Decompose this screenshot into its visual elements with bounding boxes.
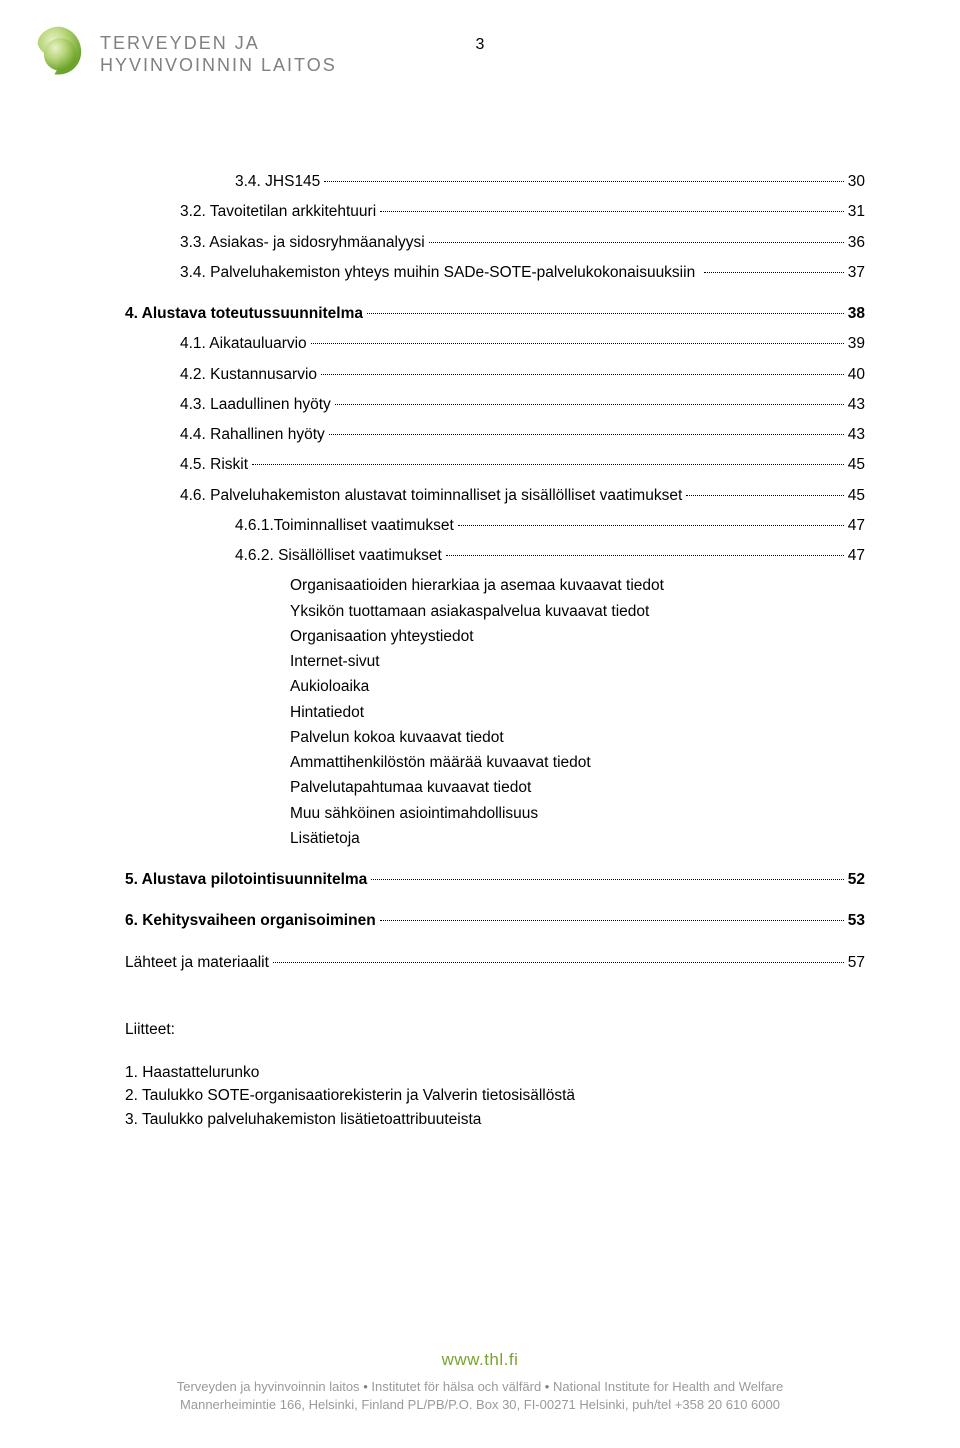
attachments-title: Liitteet: — [125, 1018, 865, 1041]
attachments-block: Liitteet: 1. Haastattelurunko2. Taulukko… — [125, 1018, 865, 1131]
toc-page: 45 — [848, 453, 865, 476]
bullet-item: Palvelutapahtumaa kuvaavat tiedot — [290, 776, 865, 799]
toc-page: 52 — [848, 868, 865, 891]
toc-page: 47 — [848, 514, 865, 537]
toc-label: 4.4. Rahallinen hyöty — [180, 423, 325, 446]
toc-page: 38 — [848, 302, 865, 325]
toc-leader — [458, 525, 844, 526]
bullet-list: Organisaatioiden hierarkiaa ja asemaa ku… — [125, 574, 865, 850]
toc-page: 43 — [848, 423, 865, 446]
toc-leader — [335, 404, 844, 405]
toc-label: 4.2. Kustannusarvio — [180, 363, 317, 386]
attachment-item: 1. Haastattelurunko — [125, 1061, 865, 1084]
toc-leader — [329, 434, 844, 435]
toc-label: 4.1. Aikatauluarvio — [180, 332, 307, 355]
page-number: 3 — [476, 36, 485, 54]
toc-label: 4.3. Laadullinen hyöty — [180, 393, 331, 416]
attachments-items: 1. Haastattelurunko2. Taulukko SOTE-orga… — [125, 1061, 865, 1131]
toc-leader — [446, 555, 844, 556]
attachment-item: 2. Taulukko SOTE-organisaatiorekisterin … — [125, 1084, 865, 1107]
bullet-item: Organisaation yhteystiedot — [290, 625, 865, 648]
toc-page: 31 — [848, 200, 865, 223]
toc-label: 4. Alustava toteutussuunnitelma — [125, 302, 363, 325]
page-header: TERVEYDEN JA HYVINVOINNIN LAITOS — [30, 28, 337, 80]
toc-leader — [311, 343, 844, 344]
bullet-item: Yksikön tuottamaan asiakaspalvelua kuvaa… — [290, 600, 865, 623]
page-content: 3.4. JHS145 30 3.2. Tavoitetilan arkkiteht… — [125, 170, 865, 1131]
toc-leader — [371, 879, 843, 880]
bullet-item: Muu sähköinen asiointimahdollisuus — [290, 802, 865, 825]
footer-line1: Terveyden ja hyvinvoinnin laitos • Insti… — [0, 1378, 960, 1396]
toc-entry: 3.4. JHS145 30 — [125, 170, 865, 193]
toc-page: 40 — [848, 363, 865, 386]
org-name: TERVEYDEN JA HYVINVOINNIN LAITOS — [100, 32, 337, 77]
toc-page: 36 — [848, 231, 865, 254]
toc-page: 39 — [848, 332, 865, 355]
toc-label: 4.6. Palveluhakemiston alustavat toiminn… — [180, 484, 682, 507]
toc-leader — [367, 313, 844, 314]
toc-entry: 4.1. Aikatauluarvio 39 — [125, 332, 865, 355]
toc-label: 4.6.1.Toiminnalliset vaatimukset — [235, 514, 454, 537]
toc-entry: 3.4. Palveluhakemiston yhteys muihin SAD… — [125, 261, 865, 284]
toc-page: 53 — [848, 909, 865, 932]
toc-page: 43 — [848, 393, 865, 416]
toc-label: 3.3. Asiakas- ja sidosryhmäanalyysi — [180, 231, 425, 254]
bullet-item: Palvelun kokoa kuvaavat tiedot — [290, 726, 865, 749]
toc-entry: 4.3. Laadullinen hyöty 43 — [125, 393, 865, 416]
toc-label: 3.4. JHS145 — [235, 170, 320, 193]
toc-label: 3.2. Tavoitetilan arkkitehtuuri — [180, 200, 376, 223]
toc-entry: 4.4. Rahallinen hyöty 43 — [125, 423, 865, 446]
toc-leader — [686, 495, 843, 496]
thl-logo-icon — [30, 22, 88, 80]
toc-section-after: 5. Alustava pilotointisuunnitelma 52 6. Ke… — [125, 868, 865, 974]
toc-entry: Lähteet ja materiaalit 57 — [125, 951, 865, 974]
toc-entry: 4.6.2. Sisällölliset vaatimukset 47 — [125, 544, 865, 567]
toc-label: Lähteet ja materiaalit — [125, 951, 269, 974]
attachment-item: 3. Taulukko palveluhakemiston lisätietoa… — [125, 1108, 865, 1131]
toc-leader — [324, 181, 843, 182]
bullet-item: Aukioloaika — [290, 675, 865, 698]
toc-leader — [273, 962, 844, 963]
toc-label: 6. Kehitysvaiheen organisoiminen — [125, 909, 376, 932]
toc-leader — [380, 211, 844, 212]
toc-label: 5. Alustava pilotointisuunnitelma — [125, 868, 367, 891]
toc-section: 3.4. JHS145 30 3.2. Tavoitetilan arkkiteht… — [125, 170, 865, 567]
toc-entry: 4.6. Palveluhakemiston alustavat toiminn… — [125, 484, 865, 507]
bullet-item: Organisaatioiden hierarkiaa ja asemaa ku… — [290, 574, 865, 597]
toc-entry: 4.5. Riskit 45 — [125, 453, 865, 476]
toc-entry: 4.2. Kustannusarvio 40 — [125, 363, 865, 386]
bullet-item: Ammattihenkilöstön määrää kuvaavat tiedo… — [290, 751, 865, 774]
toc-leader — [380, 920, 844, 921]
bullet-item: Internet-sivut — [290, 650, 865, 673]
bullet-item: Hintatiedot — [290, 701, 865, 724]
toc-label: 4.5. Riskit — [180, 453, 248, 476]
bullet-item: Lisätietoja — [290, 827, 865, 850]
toc-entry: 3.3. Asiakas- ja sidosryhmäanalyysi 36 — [125, 231, 865, 254]
toc-label: 3.4. Palveluhakemiston yhteys muihin SAD… — [180, 261, 700, 284]
toc-page: 47 — [848, 544, 865, 567]
toc-leader — [321, 374, 844, 375]
footer-url: www.thl.fi — [0, 1348, 960, 1372]
toc-leader — [704, 272, 844, 273]
toc-page: 37 — [848, 261, 865, 284]
toc-page: 57 — [848, 951, 865, 974]
toc-entry: 4.6.1.Toiminnalliset vaatimukset 47 — [125, 514, 865, 537]
toc-entry: 6. Kehitysvaiheen organisoiminen 53 — [125, 909, 865, 932]
toc-entry: 5. Alustava pilotointisuunnitelma 52 — [125, 868, 865, 891]
toc-leader — [429, 242, 844, 243]
toc-page: 45 — [848, 484, 865, 507]
page-footer: www.thl.fi Terveyden ja hyvinvoinnin lai… — [0, 1348, 960, 1414]
org-name-line2: HYVINVOINNIN LAITOS — [100, 54, 337, 77]
toc-page: 30 — [848, 170, 865, 193]
toc-label: 4.6.2. Sisällölliset vaatimukset — [235, 544, 442, 567]
toc-entry: 4. Alustava toteutussuunnitelma 38 — [125, 302, 865, 325]
toc-leader — [252, 464, 844, 465]
footer-line2: Mannerheimintie 166, Helsinki, Finland P… — [0, 1396, 960, 1414]
toc-entry: 3.2. Tavoitetilan arkkitehtuuri 31 — [125, 200, 865, 223]
org-name-line1: TERVEYDEN JA — [100, 32, 337, 55]
